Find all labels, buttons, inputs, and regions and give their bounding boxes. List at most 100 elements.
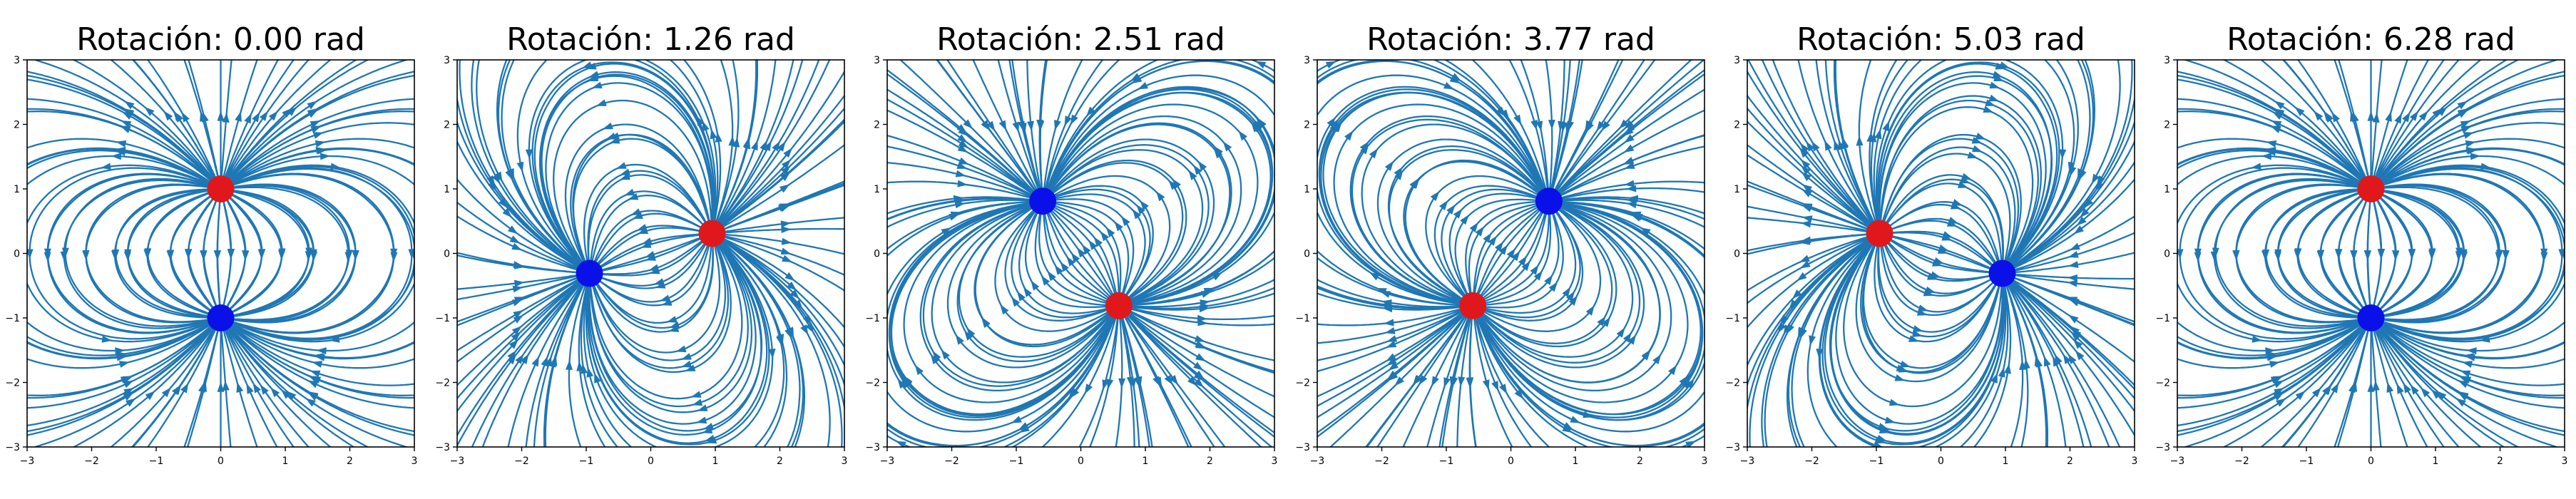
y-tick-label: −3 <box>1295 442 1310 453</box>
streamline-arrow <box>2502 250 2510 261</box>
streamline-arrow <box>780 220 792 228</box>
streamline-arrow <box>270 387 280 398</box>
y-tick-label: −1 <box>1725 313 1740 324</box>
streamline-arrow <box>591 81 603 89</box>
positive-charge <box>1866 220 1893 247</box>
streamline-arrow <box>167 250 175 260</box>
x-tick-label: −3 <box>1310 456 1325 467</box>
streamline-arrow <box>115 347 126 355</box>
streamline-arrow <box>779 205 790 212</box>
streamline-arrow <box>786 326 794 338</box>
streamline-arrow <box>1359 141 1369 152</box>
x-tick-label: −2 <box>944 456 959 467</box>
streamline-arrow <box>2458 392 2469 401</box>
streamline-arrow <box>950 211 961 219</box>
streamline-arrow <box>1329 122 1339 133</box>
streamline-arrow <box>513 310 523 319</box>
streamline-arrow <box>310 370 321 378</box>
streamline <box>85 183 215 323</box>
streamline-arrow <box>181 111 190 123</box>
streamline-arrow <box>981 317 991 327</box>
streamline-arrow <box>1972 145 1983 153</box>
streamline-arrow <box>101 163 111 170</box>
dipole-panel-4: Rotación: 5.03 rad −3 −2 −1 0 1 2 3 −3 −2 −1 0 1 2 3 <box>1725 21 2137 467</box>
y-tick-label: 2 <box>444 120 450 131</box>
panel-title: Rotación: 5.03 rad <box>1796 21 2085 58</box>
streamline-arrow <box>1019 123 1027 133</box>
streamline-arrow <box>2421 387 2431 398</box>
streamline-arrow <box>955 170 966 178</box>
streamline-arrow <box>2276 398 2286 407</box>
streamline-arrow <box>619 168 630 176</box>
streamline-arrow <box>914 364 924 376</box>
y-tick-label: −1 <box>2155 313 2170 324</box>
streamline-arrow <box>312 132 324 139</box>
streamline-arrow <box>2385 110 2392 122</box>
streamline-arrow <box>2053 356 2060 367</box>
streamline-arrow <box>1988 94 2000 102</box>
streamline-arrow <box>586 366 594 378</box>
streamline-arrow <box>780 247 792 255</box>
streamline-arrow <box>2409 110 2418 121</box>
streamline-arrow <box>2261 153 2272 160</box>
streamline-arrow <box>2463 132 2474 139</box>
streamline-arrow <box>1927 273 1938 280</box>
streamline-arrow <box>1011 416 1022 423</box>
streamline-arrow <box>703 423 714 430</box>
x-tick-label: −2 <box>1804 456 1819 467</box>
streamline-arrow <box>1506 248 1516 259</box>
streamline-arrow <box>1585 305 1595 316</box>
streamline-arrow <box>1530 120 1538 130</box>
streamline-arrow <box>1475 226 1484 237</box>
streamline-arrow <box>1652 354 1662 365</box>
y-tick-label: −3 <box>865 442 880 453</box>
y-tick-label: 0 <box>1734 249 1740 260</box>
streamline-arrow <box>2274 251 2281 262</box>
streamline-arrow <box>27 249 34 259</box>
streamline-arrow <box>1451 73 1462 81</box>
streamline-arrow <box>1624 134 1635 143</box>
streamline-arrow <box>2465 140 2476 148</box>
streamline-arrow <box>511 326 522 335</box>
streamline-arrow <box>681 360 692 368</box>
streamline-arrow <box>1626 201 1637 209</box>
streamline-arrow <box>587 74 598 82</box>
streamline-arrow <box>198 382 205 393</box>
streamline-arrow <box>781 159 791 170</box>
streamline-arrow <box>1514 389 1524 399</box>
x-tick-label: −3 <box>2170 456 2185 467</box>
streamline-arrow <box>550 355 558 366</box>
streamline-arrow <box>1946 220 1958 227</box>
streamline-arrow <box>163 110 173 121</box>
streamline-arrow <box>2403 382 2411 393</box>
streamline-arrow <box>1932 259 1943 267</box>
streamline-arrow <box>1856 135 1864 146</box>
streamline-arrow <box>956 124 967 133</box>
streamline-arrow <box>2091 173 2100 185</box>
streamline-arrow <box>2252 335 2263 343</box>
streamline-arrow <box>1601 120 1610 131</box>
streamline-arrow <box>1496 106 1506 117</box>
x-tick-label: −3 <box>20 456 35 467</box>
y-tick-label: 2 <box>874 120 880 131</box>
streamline-arrow <box>513 297 525 304</box>
streamlines <box>27 60 414 447</box>
y-tick-label: 0 <box>2164 249 2170 260</box>
streamline-arrow <box>1535 120 1543 132</box>
streamline-arrow <box>390 252 398 262</box>
streamline-arrow <box>286 391 297 401</box>
streamline-arrow <box>2073 225 2085 235</box>
streamline-arrow <box>760 140 767 151</box>
streamline-arrow <box>1000 304 1009 315</box>
streamline-arrow <box>2063 354 2072 364</box>
streamline-arrow <box>659 294 670 302</box>
streamline-arrow <box>1070 252 1080 263</box>
streamline-arrow <box>2386 382 2394 393</box>
streamline-arrow <box>1018 422 1028 431</box>
streamline <box>2376 168 2565 341</box>
streamline-arrow <box>620 173 630 180</box>
streamline-arrow <box>1511 250 1520 262</box>
streamline-arrow <box>645 254 656 261</box>
streamline-arrow <box>681 353 692 360</box>
streamline-arrow <box>498 198 508 208</box>
